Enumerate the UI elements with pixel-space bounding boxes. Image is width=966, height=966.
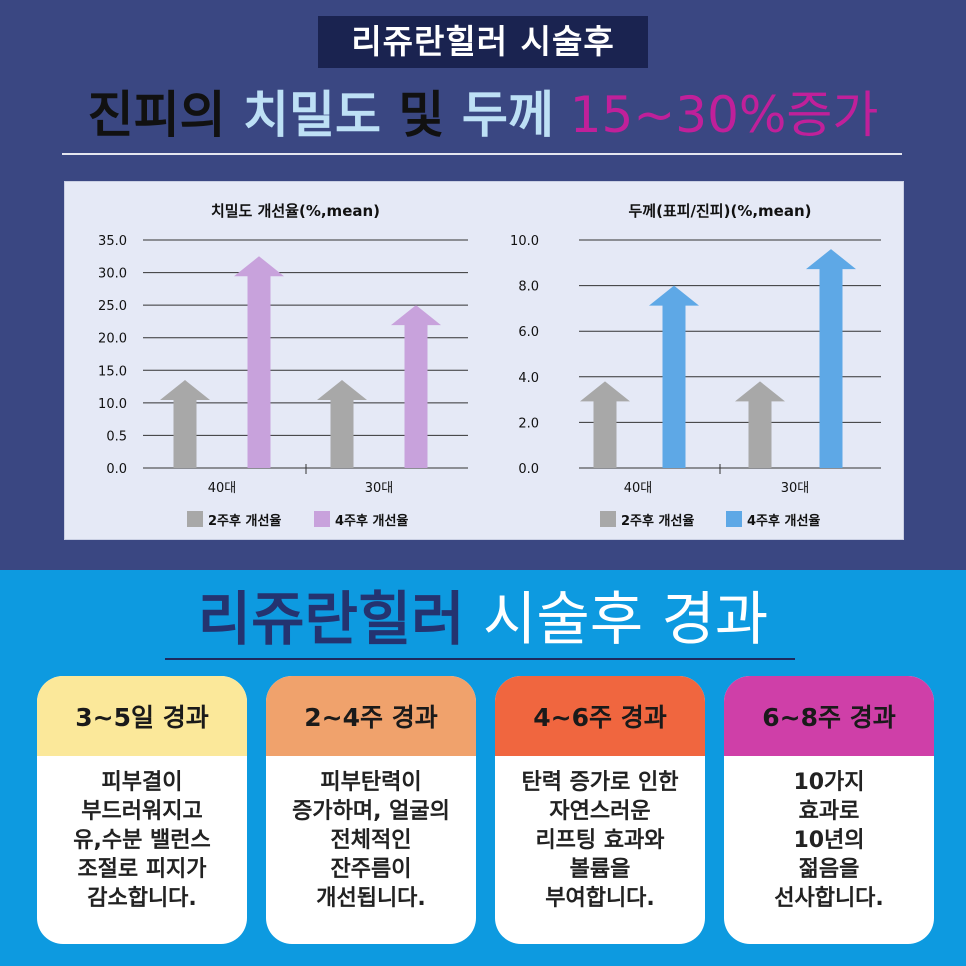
- legend-label: 4주후 개선율: [747, 513, 820, 529]
- arrow-bar: [806, 249, 856, 468]
- y-tick-label: 0.0: [518, 462, 539, 477]
- card-4-6-weeks: 4~6주 경과 탄력 증가로 인한 자연스러운 리프팅 효과와 볼륨을 부여합니…: [495, 676, 705, 944]
- card-text: 피부결이 부드러워지고 유,수분 밸런스 조절로 피지가 감소합니다.: [37, 756, 247, 913]
- card-line: 전체적인: [330, 828, 412, 853]
- y-tick-label: 35.0: [98, 234, 127, 249]
- card-line: 개선됩니다.: [316, 886, 426, 911]
- x-tick-label: 40대: [624, 481, 653, 496]
- chart-title: 두께(표피/진피)(%,mean): [628, 202, 811, 220]
- thickness-chart: 두께(표피/진피)(%,mean) 0.0 2.0 4.0 6.0 8.0 10.0 40대 3…: [510, 202, 881, 529]
- card-line: 잔주름이: [330, 857, 412, 882]
- card-text: 10가지 효과로 10년의 젊음을 선사합니다.: [724, 756, 934, 913]
- card-line: 리프팅 효과와: [535, 828, 665, 853]
- density-chart: 치밀도 개선율(%,mean) 0.0 0.5 10.0 15.0 20.0 25.0 30.…: [98, 202, 468, 529]
- y-tick-label: 6.0: [518, 325, 539, 340]
- y-tick-label: 4.0: [518, 371, 539, 386]
- card-text: 탄력 증가로 인한 자연스러운 리프팅 효과와 볼륨을 부여합니다.: [495, 756, 705, 913]
- charts-panel: 치밀도 개선율(%,mean) 0.0 0.5 10.0 15.0 20.0 25.0 30.…: [64, 181, 904, 540]
- headline-and: 및: [381, 86, 462, 144]
- headline-increase: 15~30%증가: [553, 86, 879, 144]
- y-tick-label: 0.0: [106, 462, 127, 477]
- headline-density: 치밀도: [243, 86, 382, 144]
- card-line: 부드러워지고: [81, 799, 203, 824]
- card-2-4-weeks: 2~4주 경과 피부탄력이 증가하며, 얼굴의 전체적인 잔주름이 개선됩니다.: [266, 676, 476, 944]
- card-title: 3~5일 경과: [37, 676, 247, 756]
- arrow-bar: [649, 285, 699, 468]
- y-tick-label: 10.0: [510, 234, 539, 249]
- card-line: 감소합니다.: [87, 886, 197, 911]
- header-badge: 리쥬란힐러 시술후: [318, 16, 648, 68]
- card-line: 선사합니다.: [774, 886, 884, 911]
- arrow-bar: [580, 381, 630, 468]
- divider-top: [62, 153, 902, 155]
- x-tick-label: 30대: [781, 481, 810, 496]
- y-tick-label: 30.0: [98, 267, 127, 282]
- arrow-bar: [391, 305, 441, 468]
- legend-swatch: [314, 511, 330, 527]
- legend-label: 4주후 개선율: [335, 513, 408, 529]
- y-tick-label: 25.0: [98, 299, 127, 314]
- arrow-bar: [735, 381, 785, 468]
- progress-title-brand: 리쥬란힐러: [197, 585, 465, 653]
- card-line: 피부탄력이: [320, 770, 422, 795]
- y-tick-label: 10.0: [98, 397, 127, 412]
- headline-part-1: 진피의: [87, 86, 244, 144]
- arrow-bar: [234, 256, 284, 468]
- card-3-5-days: 3~5일 경과 피부결이 부드러워지고 유,수분 밸런스 조절로 피지가 감소합…: [37, 676, 247, 944]
- progress-title-rest: 시술후 경과: [464, 585, 769, 653]
- x-tick-label: 40대: [208, 481, 237, 496]
- card-title: 2~4주 경과: [266, 676, 476, 756]
- card-line: 부여합니다.: [545, 886, 655, 911]
- legend-swatch: [726, 511, 742, 527]
- y-tick-label: 0.5: [106, 429, 127, 444]
- card-line: 10년의: [793, 828, 865, 853]
- card-line: 유,수분 밸런스: [73, 828, 211, 853]
- legend-label: 2주후 개선율: [621, 513, 694, 529]
- legend-swatch: [187, 511, 203, 527]
- y-tick-label: 15.0: [98, 364, 127, 379]
- y-tick-label: 8.0: [518, 280, 539, 295]
- card-6-8-weeks: 6~8주 경과 10가지 효과로 10년의 젊음을 선사합니다.: [724, 676, 934, 944]
- headline-thickness: 두께: [461, 86, 554, 144]
- arrow-bar: [160, 380, 210, 468]
- x-tick-label: 30대: [365, 481, 394, 496]
- legend-label: 2주후 개선율: [208, 513, 281, 529]
- card-line: 피부결이: [101, 770, 183, 795]
- arrow-bar: [317, 380, 367, 468]
- card-title: 4~6주 경과: [495, 676, 705, 756]
- headline: 진피의 치밀도 및 두께 15~30%증가: [0, 80, 966, 150]
- card-line: 볼륨을: [569, 857, 631, 882]
- card-line: 자연스러운: [549, 799, 651, 824]
- y-tick-label: 2.0: [518, 416, 539, 431]
- card-line: 탄력 증가로 인한: [521, 770, 679, 795]
- card-line: 효과로: [798, 799, 860, 824]
- progress-title: 리쥬란힐러 시술후 경과: [0, 579, 966, 659]
- y-tick-label: 20.0: [98, 332, 127, 347]
- card-line: 조절로 피지가: [77, 857, 207, 882]
- card-title: 6~8주 경과: [724, 676, 934, 756]
- chart-title: 치밀도 개선율(%,mean): [211, 202, 380, 220]
- card-line: 증가하며, 얼굴의: [292, 799, 450, 824]
- card-line: 10가지: [793, 770, 865, 795]
- card-line: 젊음을: [798, 857, 860, 882]
- legend-swatch: [600, 511, 616, 527]
- divider-bottom: [165, 658, 795, 660]
- card-text: 피부탄력이 증가하며, 얼굴의 전체적인 잔주름이 개선됩니다.: [266, 756, 476, 913]
